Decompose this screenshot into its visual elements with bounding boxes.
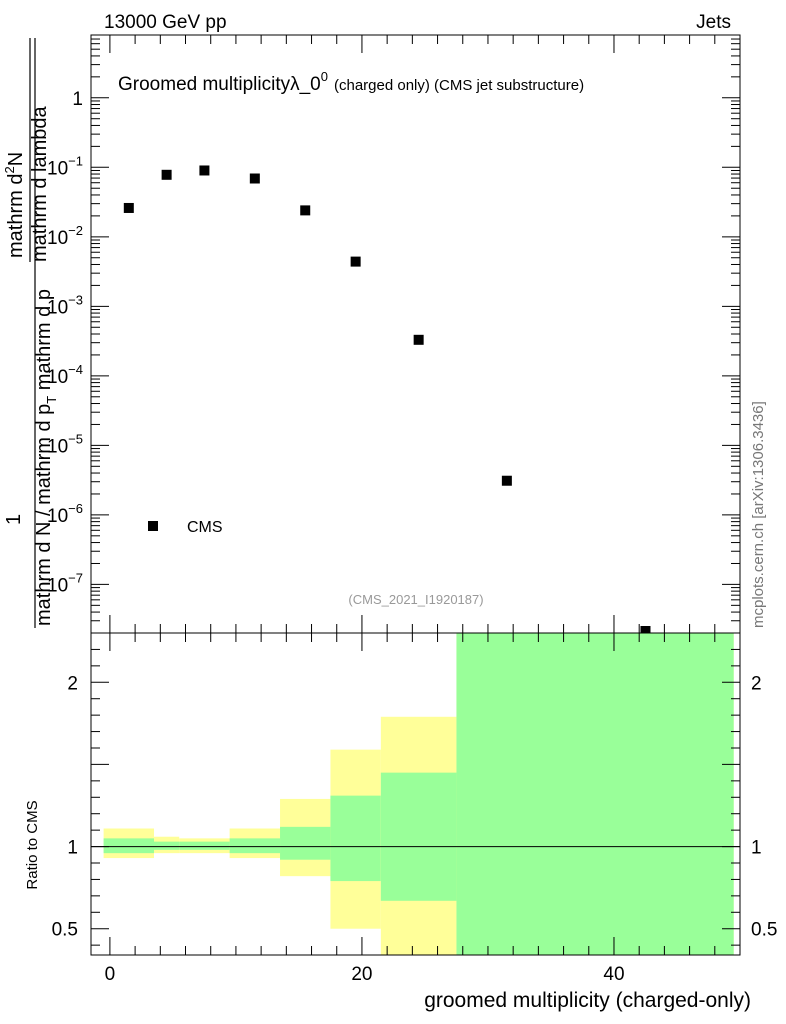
cms-data-point	[413, 334, 424, 345]
ylabel-inner-numerator: mathrm d2N	[2, 152, 27, 258]
x-tick-label: 40	[603, 964, 624, 985]
main-y-tick-label: 10−4	[47, 362, 83, 388]
main-y-tick-label: 10−6	[47, 501, 83, 527]
title-symbol: λ_0	[290, 74, 321, 95]
ratio-y-tick-label-left: 2	[67, 673, 78, 694]
title-note: (charged only) (CMS jet substructure)	[334, 77, 584, 94]
cms-data-point	[300, 205, 311, 216]
main-y-tick-label: 10−2	[47, 223, 83, 249]
x-axis-label: groomed multiplicity (charged-only)	[424, 989, 751, 1012]
cms-data-points	[123, 165, 651, 633]
green-band-bin-1	[154, 841, 180, 850]
main-y-ticks	[91, 34, 740, 634]
green-band-bin-5	[330, 795, 381, 882]
ratio-y-tick-label-right: 2	[751, 673, 762, 694]
category-label: Jets	[696, 12, 731, 33]
mcplots-side-label: mcplots.cern.ch [arXiv:1306.3436]	[750, 401, 767, 628]
ratio-y-tick-label-right: 1	[751, 838, 762, 859]
ratio-ticks	[91, 633, 741, 955]
x-tick-label: 0	[105, 964, 116, 985]
cms-data-point	[640, 626, 651, 633]
ratio-plot-frame	[90, 632, 741, 956]
plot-title: Groomed multiplicityλ_00 (charged only) (…	[118, 69, 584, 95]
main-y-tick-label: 10−5	[47, 431, 83, 457]
title-main: Groomed multiplicity	[118, 74, 291, 95]
ylabel-denominator: mathrm d N / mathrm d pT mathrm d p	[33, 289, 59, 626]
green-band-bin-0	[103, 838, 155, 854]
green-band-bin-3	[229, 838, 281, 854]
green-band-bin-7	[456, 633, 734, 955]
main-x-ticks	[109, 35, 741, 633]
main-plot-frame	[90, 34, 741, 634]
green-band-bin-4	[280, 826, 331, 860]
tick-labels: 110−110−210−310−410−510−610−70.5 0.51 12 20…	[47, 89, 777, 985]
cms-data-point	[501, 475, 512, 486]
main-y-tick-label: 10−7	[47, 570, 83, 596]
ylabel-inner-denominator: mathrm d lambda	[29, 106, 51, 262]
main-y-tick-label: 10−1	[47, 153, 83, 179]
cms-data-point	[350, 256, 361, 267]
green-band-bin-2	[179, 841, 230, 850]
main-y-axis-label: 1 mathrm d N / mathrm d pT mathrm d p ma…	[2, 38, 59, 628]
legend-label: CMS	[187, 519, 223, 536]
title-superscript: 0	[321, 69, 328, 84]
ratio-y-tick-label-left: 1	[67, 838, 78, 859]
ylabel-numerator: 1	[3, 514, 25, 525]
ratio-bands	[103, 633, 734, 955]
cms-data-point	[199, 165, 210, 176]
x-tick-label: 20	[351, 964, 372, 985]
cms-data-point	[249, 173, 260, 184]
cms-data-point	[123, 202, 134, 213]
ratio-y-tick-label-left: 0.5	[52, 920, 78, 941]
main-y-tick-label: 10−3	[47, 292, 83, 318]
ratio-y-tick-label-right: 0.5	[751, 920, 777, 941]
energy-label: 13000 GeV pp	[104, 12, 227, 33]
cms-data-point	[161, 169, 172, 180]
ratio-y-axis-label: Ratio to CMS	[24, 800, 41, 889]
legend-marker	[148, 521, 158, 531]
green-band-bin-6	[380, 772, 457, 901]
analysis-tag: (CMS_2021_I1920187)	[348, 592, 483, 607]
main-y-tick-label: 1	[72, 89, 83, 110]
